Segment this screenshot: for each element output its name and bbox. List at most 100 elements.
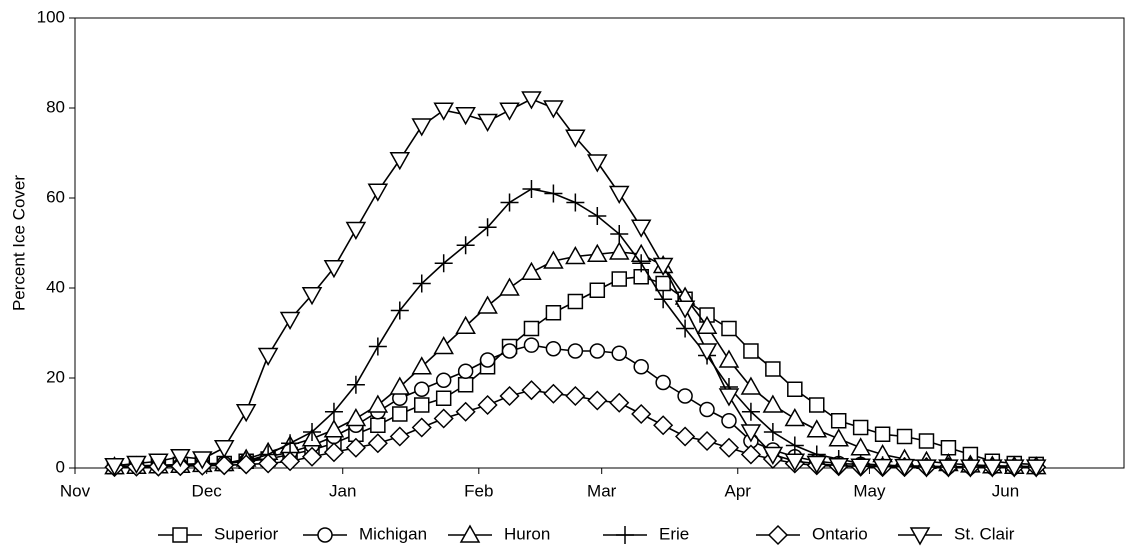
data-point xyxy=(828,458,849,477)
data-point xyxy=(521,91,542,110)
series-line xyxy=(114,98,1037,468)
data-point xyxy=(281,434,300,453)
data-point xyxy=(785,436,804,455)
data-point xyxy=(545,341,562,357)
data-point xyxy=(148,453,169,472)
data-point xyxy=(543,100,564,119)
data-point xyxy=(763,423,782,441)
data-point xyxy=(696,430,718,452)
data-point xyxy=(676,319,695,338)
data-point xyxy=(565,385,586,407)
data-point xyxy=(413,381,430,397)
data-point xyxy=(718,349,740,368)
data-point xyxy=(982,459,1003,478)
legend-label: Superior xyxy=(214,524,279,543)
data-point xyxy=(740,376,762,395)
data-point xyxy=(280,451,301,472)
legend-marker xyxy=(172,527,188,543)
data-point xyxy=(433,102,454,121)
data-point xyxy=(611,345,628,361)
data-point xyxy=(258,453,279,474)
data-point xyxy=(872,458,893,478)
data-point xyxy=(916,459,937,478)
data-point xyxy=(721,413,737,429)
data-point xyxy=(567,293,584,310)
data-point xyxy=(367,183,389,202)
x-tick-label: Apr xyxy=(725,481,752,500)
data-point xyxy=(301,446,323,467)
legend-marker xyxy=(317,527,333,543)
data-point xyxy=(367,433,388,454)
data-point xyxy=(543,383,564,404)
data-point xyxy=(608,241,630,260)
data-point xyxy=(960,459,981,478)
data-point xyxy=(696,315,718,334)
y-tick-label: 80 xyxy=(46,97,65,116)
data-point xyxy=(696,343,718,362)
x-tick-label: Nov xyxy=(60,481,91,500)
data-point xyxy=(850,458,871,477)
data-point xyxy=(762,394,784,413)
y-tick-label: 100 xyxy=(37,7,65,26)
data-point xyxy=(392,406,408,422)
data-point xyxy=(740,424,762,443)
data-point xyxy=(784,453,806,472)
data-point xyxy=(655,374,671,391)
data-point xyxy=(740,444,761,465)
data-point xyxy=(456,236,475,255)
plot-frame xyxy=(74,17,1125,469)
data-point xyxy=(455,401,476,422)
data-point xyxy=(654,290,673,309)
data-point xyxy=(499,102,520,121)
data-point xyxy=(567,343,584,359)
data-point xyxy=(390,301,409,320)
data-point xyxy=(588,207,607,225)
data-point xyxy=(479,352,496,368)
data-point xyxy=(523,320,540,337)
legend-marker xyxy=(459,524,481,543)
data-point xyxy=(477,295,498,314)
data-point xyxy=(631,403,652,425)
data-point xyxy=(345,221,367,241)
data-point xyxy=(565,245,586,265)
data-point xyxy=(435,372,452,388)
data-point xyxy=(433,408,454,429)
data-point xyxy=(433,335,454,355)
data-point xyxy=(457,363,474,379)
data-point xyxy=(170,449,191,468)
data-point xyxy=(411,356,433,375)
data-point xyxy=(806,455,828,475)
data-point xyxy=(324,402,343,421)
data-point xyxy=(852,419,869,436)
data-point xyxy=(809,397,825,413)
data-point xyxy=(611,271,628,287)
data-point xyxy=(411,417,432,438)
data-point xyxy=(521,261,542,280)
data-point xyxy=(652,257,674,277)
data-point xyxy=(1003,459,1025,478)
data-point xyxy=(940,440,957,456)
legend-label: Ontario xyxy=(812,524,868,543)
legend-marker xyxy=(616,526,634,544)
data-point xyxy=(609,392,630,413)
series-line xyxy=(114,188,1037,468)
data-point xyxy=(323,442,345,463)
y-tick-label: 0 xyxy=(56,457,65,476)
data-point xyxy=(587,390,608,411)
data-point xyxy=(633,359,649,375)
data-point xyxy=(367,394,389,413)
data-point xyxy=(323,260,345,279)
data-point xyxy=(412,274,431,293)
data-point xyxy=(674,300,696,319)
data-point xyxy=(743,343,759,359)
data-point xyxy=(521,380,542,401)
data-point xyxy=(610,225,629,243)
data-point xyxy=(346,375,365,394)
data-point xyxy=(718,437,740,458)
x-tick-label: Jan xyxy=(329,481,356,500)
y-tick-label: 40 xyxy=(46,277,65,296)
data-point xyxy=(279,311,301,331)
data-point xyxy=(587,243,608,262)
